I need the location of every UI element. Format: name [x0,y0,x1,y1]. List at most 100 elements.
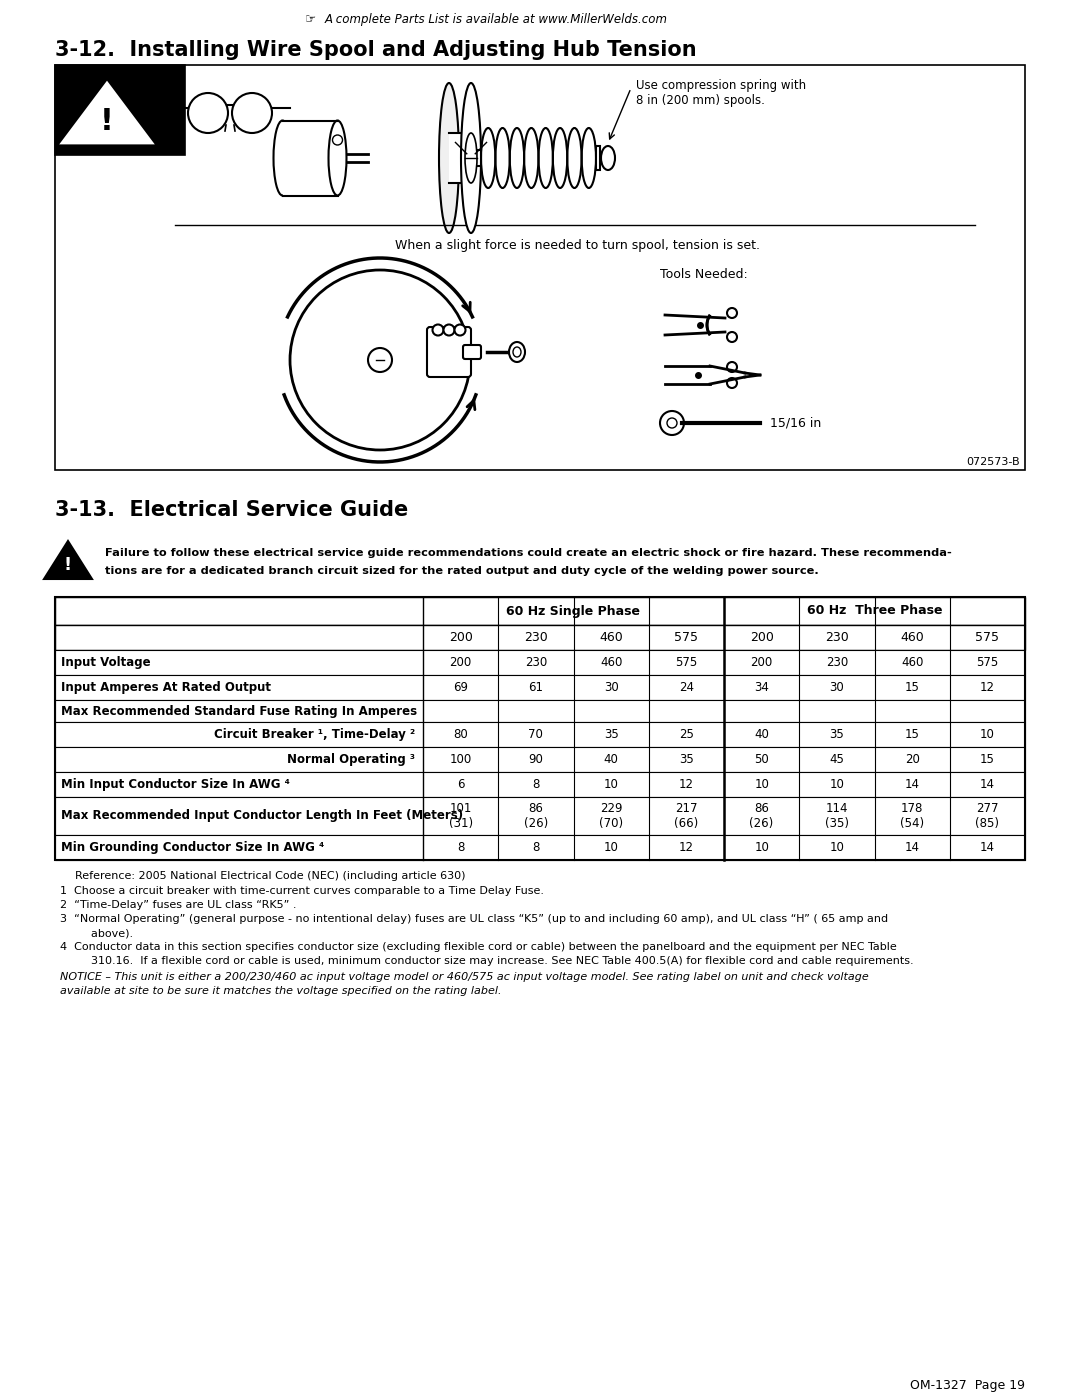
Text: 230: 230 [825,631,849,644]
Circle shape [444,324,455,335]
Text: 10: 10 [829,778,845,791]
Text: 230: 230 [525,657,546,669]
Text: 4  Conductor data in this section specifies conductor size (excluding flexible c: 4 Conductor data in this section specifi… [60,942,896,951]
Ellipse shape [600,147,615,170]
Bar [55,700,1025,722]
Text: Input Voltage: Input Voltage [60,657,150,669]
Text: 14: 14 [980,841,995,854]
Text: 230: 230 [826,657,848,669]
Text: 200: 200 [448,631,473,644]
Text: 460: 460 [599,657,622,669]
Text: 69: 69 [454,680,468,694]
Text: Max Recommended Standard Fuse Rating In Amperes: Max Recommended Standard Fuse Rating In … [60,704,417,718]
Text: !: ! [100,106,113,136]
Text: 35: 35 [829,728,845,740]
Text: 460: 460 [599,631,623,644]
Text: 101
(31): 101 (31) [448,802,473,830]
Text: tions are for a dedicated branch circuit sized for the rated output and duty cyc: tions are for a dedicated branch circuit… [105,566,819,576]
Text: 40: 40 [754,728,769,740]
Text: Reference: 2005 National Electrical Code (NEC) (including article 630): Reference: 2005 National Electrical Code… [75,870,465,882]
Bar [55,798,1025,835]
Text: 10: 10 [604,778,619,791]
Text: 61: 61 [528,680,543,694]
Ellipse shape [438,82,459,233]
Bar [55,650,1025,675]
Text: 277
(85): 277 (85) [975,802,999,830]
Text: 8: 8 [457,841,464,854]
Text: Use compression spring with
8 in (200 mm) spools.: Use compression spring with 8 in (200 mm… [636,80,806,108]
Text: 40: 40 [604,753,619,766]
Text: 310.16.  If a flexible cord or cable is used, minimum conductor size may increas: 310.16. If a flexible cord or cable is u… [77,956,914,965]
Text: 35: 35 [679,753,693,766]
Bar [55,597,1025,624]
Bar [449,133,471,183]
Bar [476,149,481,166]
Ellipse shape [660,411,684,434]
Text: 14: 14 [980,778,995,791]
Text: 100: 100 [449,753,472,766]
Text: 15: 15 [905,728,919,740]
Text: 10: 10 [980,728,995,740]
Text: 10: 10 [754,778,769,791]
Text: 86
(26): 86 (26) [750,802,773,830]
Text: 70: 70 [528,728,543,740]
Ellipse shape [509,342,525,362]
Text: Max Recommended Input Conductor Length In Feet (Meters): Max Recommended Input Conductor Length I… [60,809,463,823]
Text: 15: 15 [905,680,919,694]
Bar [55,835,1025,861]
Text: When a slight force is needed to turn spool, tension is set.: When a slight force is needed to turn sp… [395,239,760,251]
Text: 6: 6 [457,778,464,791]
Text: NOTICE – This unit is either a 200/230/460 ac input voltage model or 460/575 ac : NOTICE – This unit is either a 200/230/4… [60,972,868,982]
Text: available at site to be sure it matches the voltage specified on the rating labe: available at site to be sure it matches … [60,986,501,996]
Text: 45: 45 [829,753,845,766]
FancyBboxPatch shape [427,327,471,377]
Text: 460: 460 [901,631,924,644]
Circle shape [432,324,444,335]
Text: 114
(35): 114 (35) [825,802,849,830]
Text: Input Amperes At Rated Output: Input Amperes At Rated Output [60,680,271,694]
Text: 072573-B: 072573-B [967,457,1020,467]
Text: 178
(54): 178 (54) [900,802,924,830]
Text: ☞: ☞ [305,14,315,27]
Text: 30: 30 [604,680,619,694]
Text: Failure to follow these electrical service guide recommendations could create an: Failure to follow these electrical servi… [105,548,951,557]
Text: 25: 25 [679,728,693,740]
Text: 575: 575 [975,631,999,644]
Text: 8: 8 [532,778,540,791]
Text: 14: 14 [905,778,920,791]
Text: 14: 14 [905,841,920,854]
Ellipse shape [667,418,677,427]
Bar [55,597,1025,861]
Text: above).: above). [77,928,133,937]
Text: 15: 15 [980,753,995,766]
Text: !: ! [64,556,72,574]
Text: 200: 200 [750,631,773,644]
Text: 60 Hz Single Phase: 60 Hz Single Phase [507,605,640,617]
Text: 15/16 in: 15/16 in [770,416,821,429]
Text: 20: 20 [905,753,919,766]
Text: 12: 12 [679,778,693,791]
Text: 8: 8 [532,841,540,854]
Text: 10: 10 [754,841,769,854]
Text: Min Input Conductor Size In AWG ⁴: Min Input Conductor Size In AWG ⁴ [60,778,289,791]
Text: 35: 35 [604,728,619,740]
Text: 80: 80 [454,728,468,740]
Text: 60 Hz  Three Phase: 60 Hz Three Phase [807,605,942,617]
Ellipse shape [461,82,481,233]
Text: 229
(70): 229 (70) [599,802,623,830]
Text: Tools Needed:: Tools Needed: [660,268,747,282]
Circle shape [455,324,465,335]
Text: Normal Operating ³: Normal Operating ³ [287,753,415,766]
Text: 217
(66): 217 (66) [674,802,699,830]
Text: 10: 10 [829,841,845,854]
Bar [55,675,1025,700]
Text: 86
(26): 86 (26) [524,802,548,830]
Text: 12: 12 [980,680,995,694]
Text: 10: 10 [604,841,619,854]
Text: 200: 200 [449,657,472,669]
Polygon shape [44,541,92,578]
Text: 30: 30 [829,680,845,694]
Text: OM-1327  Page 19: OM-1327 Page 19 [910,1379,1025,1391]
Text: 3-13.  Electrical Service Guide: 3-13. Electrical Service Guide [55,500,408,520]
Text: 24: 24 [679,680,693,694]
